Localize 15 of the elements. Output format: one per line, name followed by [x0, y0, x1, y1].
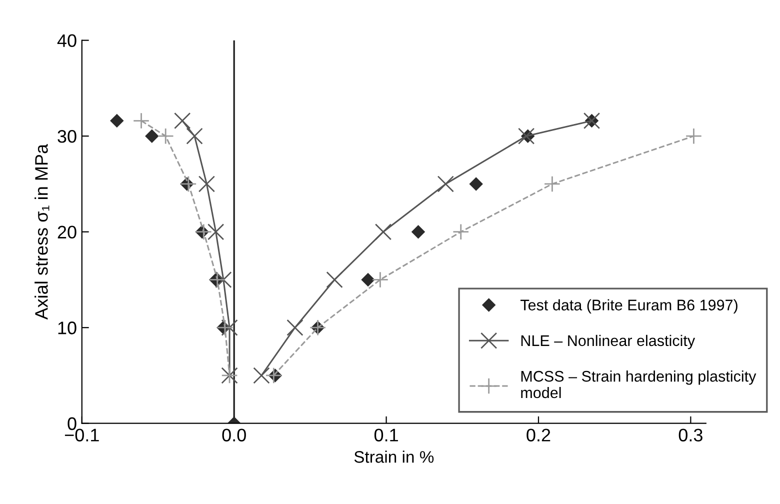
y-axis-title: Axial stress σ₁ in MPa — [34, 144, 50, 320]
y-tick-label: 0 — [68, 417, 76, 430]
x-tick-label: 0.2 — [526, 428, 550, 442]
y-tick-label: 20 — [58, 226, 76, 239]
x-tick-label: −0.1 — [64, 428, 99, 442]
y-tick-label: 30 — [58, 130, 76, 143]
y-tick-label: 40 — [57, 34, 76, 48]
legend-label: MCSS – Strain hardening plasticity model — [521, 370, 756, 398]
legend-label: Test data (Brite Euram B6 1997) — [520, 299, 738, 314]
x-tick-label: 0.1 — [374, 428, 398, 442]
y-tick-label: 10 — [58, 322, 76, 334]
x-axis-title: Strain in % — [354, 450, 434, 463]
x-tick-label: 0.3 — [678, 428, 702, 442]
x-tick-label: 0.0 — [222, 428, 246, 442]
legend-label: NLE – Nonlinear elasticity — [521, 334, 696, 350]
